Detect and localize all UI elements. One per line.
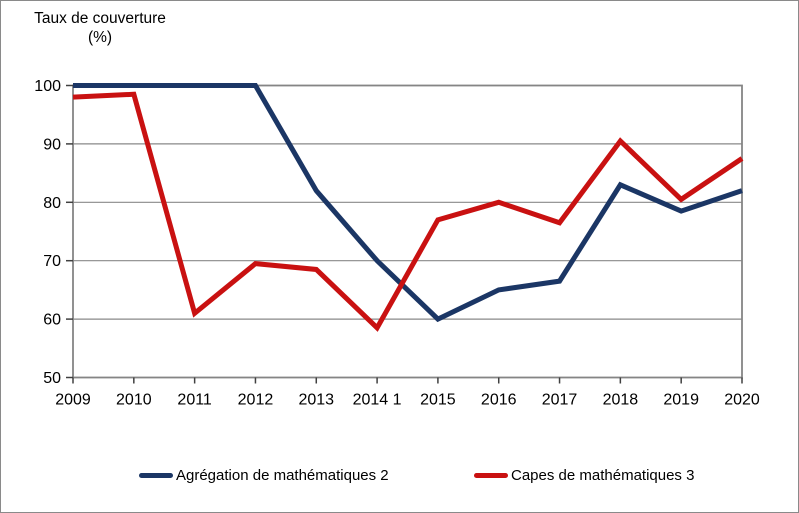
x-tick-label: 2020 xyxy=(724,392,760,409)
y-tick-label: 90 xyxy=(43,136,61,153)
x-tick-label: 2013 xyxy=(298,392,334,409)
y-tick-label: 50 xyxy=(43,370,61,387)
x-tick-label: 2017 xyxy=(542,392,578,409)
chart-title-unit: (%) xyxy=(87,29,113,46)
y-tick-label: 100 xyxy=(34,78,61,95)
legend-item-capes: Capes de mathématiques 3 xyxy=(474,467,694,484)
x-tick-label: 2019 xyxy=(663,392,699,409)
legend-swatch-red-line xyxy=(474,473,508,478)
legend-label: Agrégation de mathématiques 2 xyxy=(176,467,389,484)
x-tick-label: 2010 xyxy=(116,392,152,409)
x-tick-label: 2018 xyxy=(603,392,639,409)
chart-title-line1: Taux de couverture xyxy=(34,10,166,27)
x-tick-label: 2015 xyxy=(420,392,456,409)
x-tick-label: 2009 xyxy=(55,392,91,409)
legend-label: Capes de mathématiques 3 xyxy=(511,467,695,484)
x-tick-label: 2014 1 xyxy=(353,392,402,409)
y-tick-label: 80 xyxy=(43,195,61,212)
series-line xyxy=(73,83,743,323)
chart-title: Taux de couverture (%) xyxy=(21,9,179,47)
plot-frame xyxy=(72,84,743,379)
x-tick-label: 2011 xyxy=(177,392,212,409)
x-tick-label: 2012 xyxy=(238,392,274,409)
y-tick-label: 70 xyxy=(43,253,61,270)
legend-swatch-blue-line xyxy=(139,473,173,478)
legend-item-agregation: Agrégation de mathématiques 2 xyxy=(139,467,389,484)
series-line xyxy=(72,91,744,332)
y-tick-label: 60 xyxy=(43,312,61,329)
chart-legend: Agrégation de mathématiques 2 Capes de m… xyxy=(1,463,798,491)
x-tick-label: 2016 xyxy=(481,392,517,409)
